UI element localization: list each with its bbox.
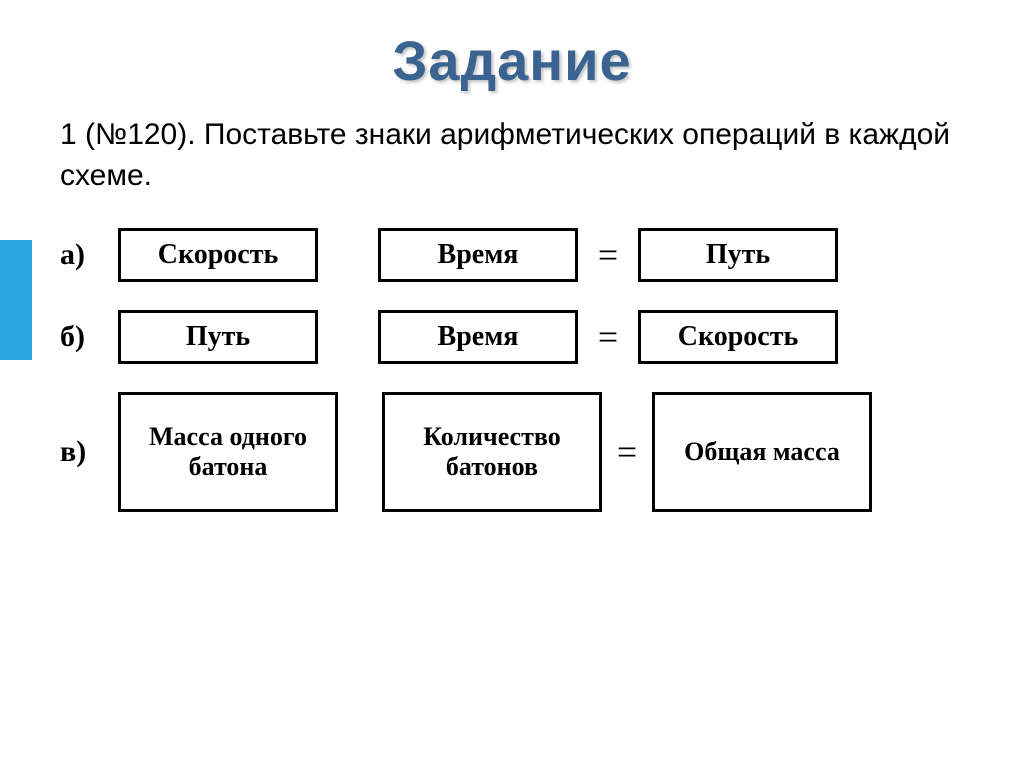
side-accent-bar [0,240,32,360]
cell-a-3: Путь [638,228,838,282]
row-a: а) Скорость Время = Путь [60,228,964,282]
row-label-b: б) [60,320,118,354]
instruction-paragraph: 1 (№120). Поставьте знаки арифметических… [0,93,1024,196]
cell-a-2: Время [378,228,578,282]
equals-b: = [578,316,638,358]
row-label-a: а) [60,238,118,272]
cell-b-2: Время [378,310,578,364]
cell-a-1: Скорость [118,228,318,282]
cell-b-1: Путь [118,310,318,364]
page-title: Задание [0,0,1024,93]
cell-v-1: Масса одного батона [118,392,338,512]
equals-v: = [602,431,652,473]
row-b: б) Путь Время = Скорость [60,310,964,364]
instruction-lead: 1 (№120). [60,118,196,151]
cell-v-3: Общая масса [652,392,872,512]
equals-a: = [578,234,638,276]
cell-b-3: Скорость [638,310,838,364]
row-v: в) Масса одного батона Количество батоно… [60,392,964,512]
row-label-v: в) [60,435,118,469]
equation-rows: а) Скорость Время = Путь б) Путь Время =… [0,196,1024,512]
cell-v-2: Количество батонов [382,392,602,512]
